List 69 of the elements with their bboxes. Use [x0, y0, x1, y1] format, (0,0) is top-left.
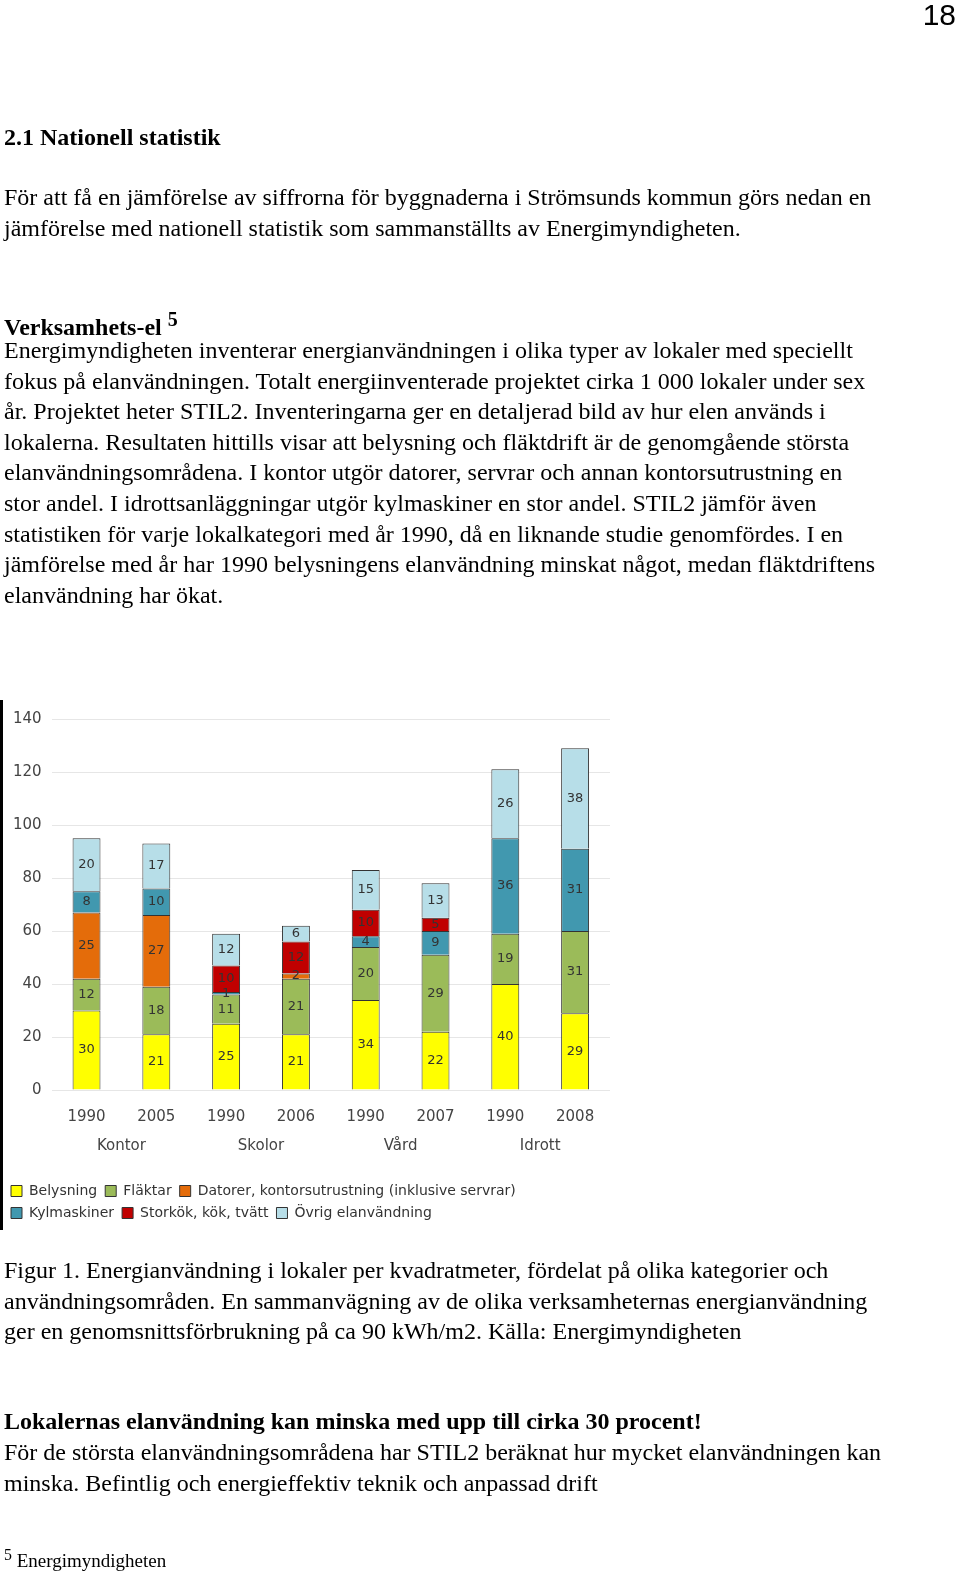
x-tick-label: 2005	[137, 1106, 176, 1125]
data-label: 21	[287, 1053, 305, 1069]
data-label: 17	[148, 857, 165, 873]
text: För de största elanvändningsområdena har STIL2 beräknat hur mycket elanvändningen kan minska. Befintlig och energieffektiv teknik och anpassad drift	[4, 1438, 883, 1498]
x-tick-label: 1990	[67, 1106, 106, 1125]
data-label: 38	[566, 789, 584, 805]
y-tick-label: 0	[32, 1079, 42, 1098]
legend-label: Fläktar	[123, 1181, 172, 1198]
legend-label: Datorer, kontorsutrustning (inklusive servrar)	[197, 1181, 516, 1198]
y-tick-label: 20	[22, 1026, 42, 1045]
data-label: 31	[566, 963, 584, 979]
data-label: 30	[78, 1041, 95, 1057]
data-label: 8	[82, 893, 91, 909]
y-tick-label: 100	[12, 814, 42, 833]
data-label: 34	[357, 1036, 374, 1052]
data-label: 10	[217, 970, 235, 986]
data-label: 10	[357, 914, 374, 930]
data-label: 6	[291, 925, 301, 941]
data-label: 21	[148, 1053, 165, 1069]
data-label: 29	[427, 984, 444, 1000]
data-label: 9	[431, 934, 440, 950]
data-label: 40	[497, 1028, 514, 1044]
data-label: 27	[148, 942, 165, 958]
text: 2.1 Nationell statistik	[4, 123, 222, 152]
data-label: 13	[427, 891, 444, 907]
data-label: 31	[566, 881, 584, 897]
data-label: 19	[497, 950, 514, 966]
data-label: 22	[427, 1051, 444, 1067]
data-label: 5	[431, 915, 440, 931]
legend-label: Storkök, kök, tvätt	[140, 1203, 269, 1220]
data-label: 29	[566, 1042, 584, 1058]
x-tick-label: 2007	[416, 1106, 455, 1125]
x-tick-label: 1990	[486, 1106, 525, 1125]
y-tick-label: 120	[12, 761, 42, 780]
text: Lokalernas elanvändning kan minska med upp till cirka 30 procent!	[4, 1407, 703, 1436]
text: $^{5}$ Energimyndigheten	[4, 1545, 168, 1574]
legend-label: Övrig elanvändning	[294, 1202, 432, 1220]
data-label: 18	[148, 1001, 165, 1017]
data-label: 4	[361, 932, 370, 948]
data-label: 12	[217, 940, 235, 956]
data-label: 36	[497, 877, 514, 893]
y-tick-label: 40	[22, 973, 42, 992]
data-label: 11	[217, 1000, 235, 1016]
x-tick-label: 2006	[276, 1106, 316, 1125]
data-label: 26	[497, 795, 514, 811]
y-tick-label: 80	[22, 867, 42, 886]
data-label: 20	[357, 964, 374, 980]
data-label: 15	[357, 881, 374, 897]
x-tick-label: 1990	[207, 1106, 246, 1125]
text: För att få en jämförelse av siffrorna för byggnaderna i Strömsunds kommun görs nedan en jämförelse med nationell statistik som sammanställts av Energimyndigheten.	[4, 183, 873, 243]
legend-label: Belysning	[29, 1181, 98, 1198]
data-label: 12	[287, 948, 305, 964]
data-label: 20	[78, 856, 95, 872]
data-label: 25	[217, 1048, 235, 1063]
y-tick-label: 140	[12, 708, 42, 727]
x-tick-label: 2008	[556, 1106, 595, 1125]
data-label: 25	[78, 936, 95, 952]
text: Kontor	[96, 1135, 147, 1154]
y-tick-label: 60	[22, 920, 42, 939]
legend-label: Kylmaskiner	[29, 1203, 115, 1220]
data-label: 21	[287, 997, 305, 1013]
x-tick-label: 1990	[346, 1106, 385, 1125]
text: Skolor	[237, 1135, 286, 1154]
data-label: 10	[148, 893, 165, 909]
text: 18	[922, 0, 956, 31]
text: Figur 1. Energianvändning i lokaler per kvadratmeter, fördelat på olika kategorier och användningsområden. En sammanvägning av de olika verksamheternas energianvändning ger en genomsnittsförbrukning på ca 90 kWh/m2. Källa: Energimyndigheten	[4, 1256, 869, 1347]
data-label: 12	[78, 985, 95, 1001]
text: Idrott	[519, 1135, 561, 1154]
text: Vård	[383, 1135, 418, 1154]
